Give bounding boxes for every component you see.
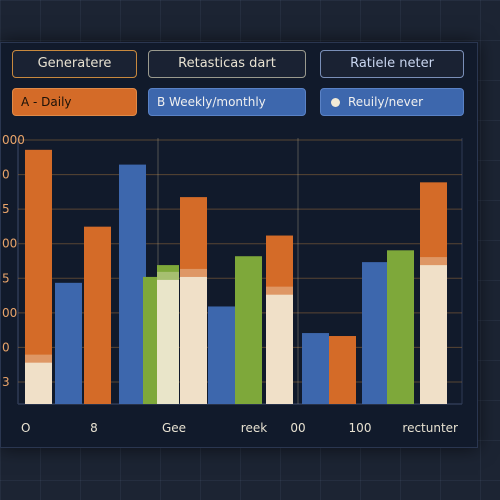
y-tick-label: 0 [2,168,10,182]
bar-4 [119,164,146,404]
y-tick-label: 000 [2,133,25,147]
bar-highlight-overlay [157,279,179,404]
y-tick-label: 0 [2,340,10,354]
bar-8 [235,256,262,404]
bar-11 [329,336,356,404]
bar-highlight-fade [180,268,207,277]
bar-2 [55,282,82,404]
x-tick-label: Gee [162,421,186,435]
x-tick-label: 00 [290,421,305,435]
bar-3 [84,226,111,404]
bar-13 [387,250,414,404]
y-tick-label: 00 [2,306,17,320]
legend-item-label: Reuily/never [348,95,424,109]
bar-highlight-1 [25,362,52,404]
bar-highlight-9 [266,294,293,404]
y-tick-label: 5 [2,271,10,285]
bar-highlight-6 [180,276,207,404]
y-tick-label: 5 [2,202,10,216]
bar-highlight-fade [157,271,179,280]
x-tick-label: O [21,421,30,435]
header-tab-ratiele-neter[interactable]: Ratiele neter [320,50,464,78]
bar-7 [208,306,235,404]
bar-highlight-14 [420,265,447,404]
x-tick-label: reek [241,421,267,435]
legend-item-weekly-monthly[interactable]: B Weekly/monthly [148,88,306,116]
y-tick-label: 00 [2,237,17,251]
legend-item-daily[interactable]: A - Daily [12,88,137,116]
x-tick-label: 8 [90,421,98,435]
header-tab-retasticas-dart[interactable]: Retasticas dart [148,50,306,78]
x-tick-label: rectunter [402,421,458,435]
x-tick-label: 100 [349,421,372,435]
bar-highlight-fade [420,257,447,266]
bar-highlight-fade [25,354,52,363]
bar-12 [362,262,389,404]
bar-10 [302,333,329,404]
header-tab-generatere[interactable]: Generatere [12,50,137,78]
legend-dot-icon [331,98,340,107]
bar-highlight-fade [266,286,293,295]
legend-item-reuily-never[interactable]: Reuily/never [320,88,464,116]
y-tick-label: 3 [2,375,10,389]
bar-1 [25,149,52,404]
